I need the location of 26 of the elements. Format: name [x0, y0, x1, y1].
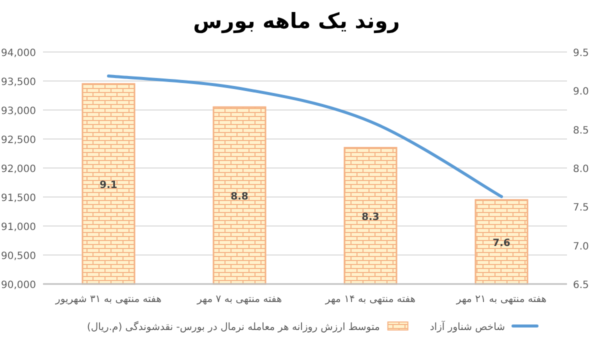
y-tick-label: 90,000 [1, 280, 36, 291]
annotation: 8.3 [362, 212, 380, 223]
chart-title: روند یک ماهه بورس [193, 9, 400, 34]
y2-tick-label: 9.5 [573, 48, 589, 59]
x-tick-label: هفته منتهی به ۷ مهر [196, 294, 282, 305]
y-tick-label: 92,000 [1, 164, 36, 175]
x-tick-label: هفته منتهی به ۲۱ مهر [455, 294, 547, 305]
x-tick-label: هفته منتهی به ۱۴ مهر [324, 294, 416, 305]
y-tick-label: 94,000 [1, 48, 36, 59]
y2-tick-label: 8.0 [573, 164, 589, 175]
y2-tick-label: 7.0 [573, 241, 589, 252]
annotation: 9.1 [100, 180, 118, 191]
y2-tick-label: 6.5 [573, 280, 589, 291]
y-tick-label: 90,500 [1, 251, 36, 262]
y-tick-label: 92,500 [1, 135, 36, 146]
legend-label: شاخص شناور آزاد [430, 320, 505, 333]
y2-tick-label: 8.5 [573, 125, 589, 136]
x-tick-label: هفته منتهی به ۳۱ شهریور [54, 294, 162, 305]
annotation: 7.6 [492, 238, 510, 249]
y-tick-label: 93,000 [1, 106, 36, 117]
y2-tick-label: 7.5 [573, 202, 589, 214]
annotation: 8.8 [230, 192, 248, 203]
y-tick-label: 91,500 [1, 193, 36, 204]
y-tick-label: 91,000 [1, 222, 36, 233]
y2-tick-label: 9.0 [573, 86, 589, 98]
y-tick-label: 93,500 [1, 77, 36, 88]
